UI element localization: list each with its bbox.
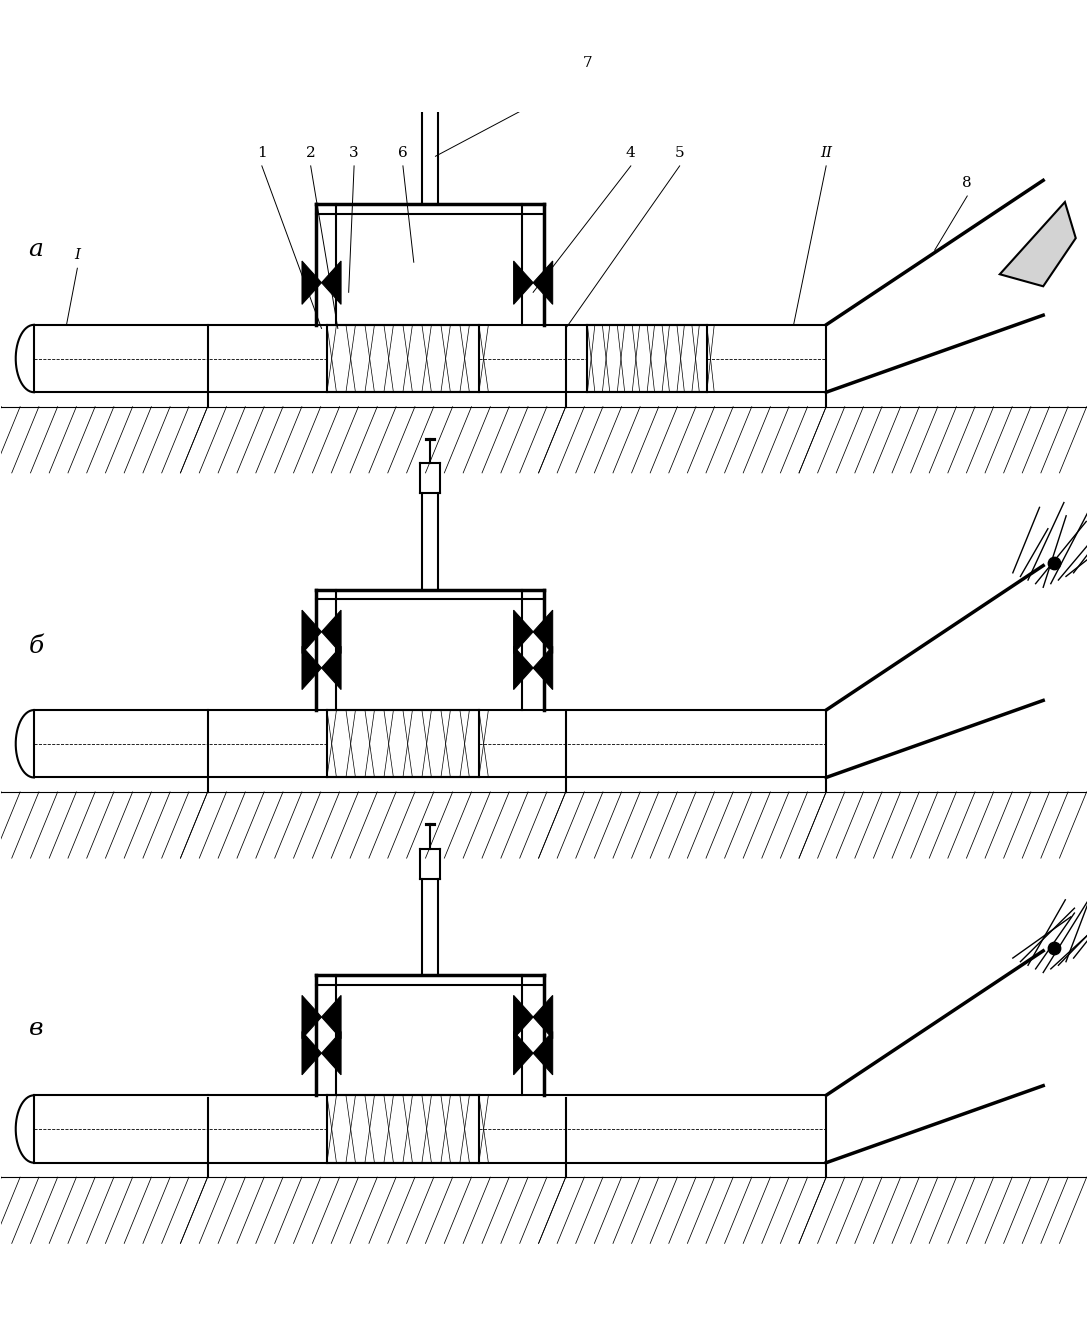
Bar bbox=[327, 710, 479, 777]
Polygon shape bbox=[302, 610, 322, 653]
Text: II: II bbox=[820, 146, 832, 159]
Polygon shape bbox=[514, 261, 533, 304]
Polygon shape bbox=[302, 1031, 322, 1075]
Text: 2: 2 bbox=[306, 146, 316, 159]
Polygon shape bbox=[533, 647, 553, 690]
Polygon shape bbox=[1000, 202, 1076, 286]
Polygon shape bbox=[322, 647, 341, 690]
Polygon shape bbox=[533, 261, 553, 304]
Text: 6: 6 bbox=[398, 146, 408, 159]
Bar bbox=[327, 325, 479, 392]
Polygon shape bbox=[322, 996, 341, 1039]
Text: б: б bbox=[28, 635, 44, 658]
Text: 4: 4 bbox=[626, 146, 635, 159]
Bar bbox=[588, 325, 707, 392]
Polygon shape bbox=[302, 261, 322, 304]
Bar bbox=[327, 1096, 479, 1163]
Point bbox=[1046, 553, 1063, 574]
Polygon shape bbox=[514, 1031, 533, 1075]
Polygon shape bbox=[322, 261, 341, 304]
Polygon shape bbox=[514, 610, 533, 653]
Text: а: а bbox=[28, 238, 44, 261]
Polygon shape bbox=[533, 610, 553, 653]
Polygon shape bbox=[302, 647, 322, 690]
Polygon shape bbox=[514, 996, 533, 1039]
Text: 8: 8 bbox=[963, 176, 972, 190]
Text: 7: 7 bbox=[582, 55, 592, 70]
Text: 5: 5 bbox=[675, 146, 684, 159]
Text: I: I bbox=[74, 248, 81, 262]
Text: 1: 1 bbox=[257, 146, 267, 159]
Bar bbox=[392, 18, 468, 108]
Polygon shape bbox=[302, 996, 322, 1039]
Polygon shape bbox=[533, 1031, 553, 1075]
Text: 3: 3 bbox=[349, 146, 359, 159]
Polygon shape bbox=[533, 996, 553, 1039]
Polygon shape bbox=[514, 647, 533, 690]
Text: в: в bbox=[28, 1017, 44, 1040]
Polygon shape bbox=[322, 610, 341, 653]
Polygon shape bbox=[322, 1031, 341, 1075]
Point bbox=[1046, 938, 1063, 959]
